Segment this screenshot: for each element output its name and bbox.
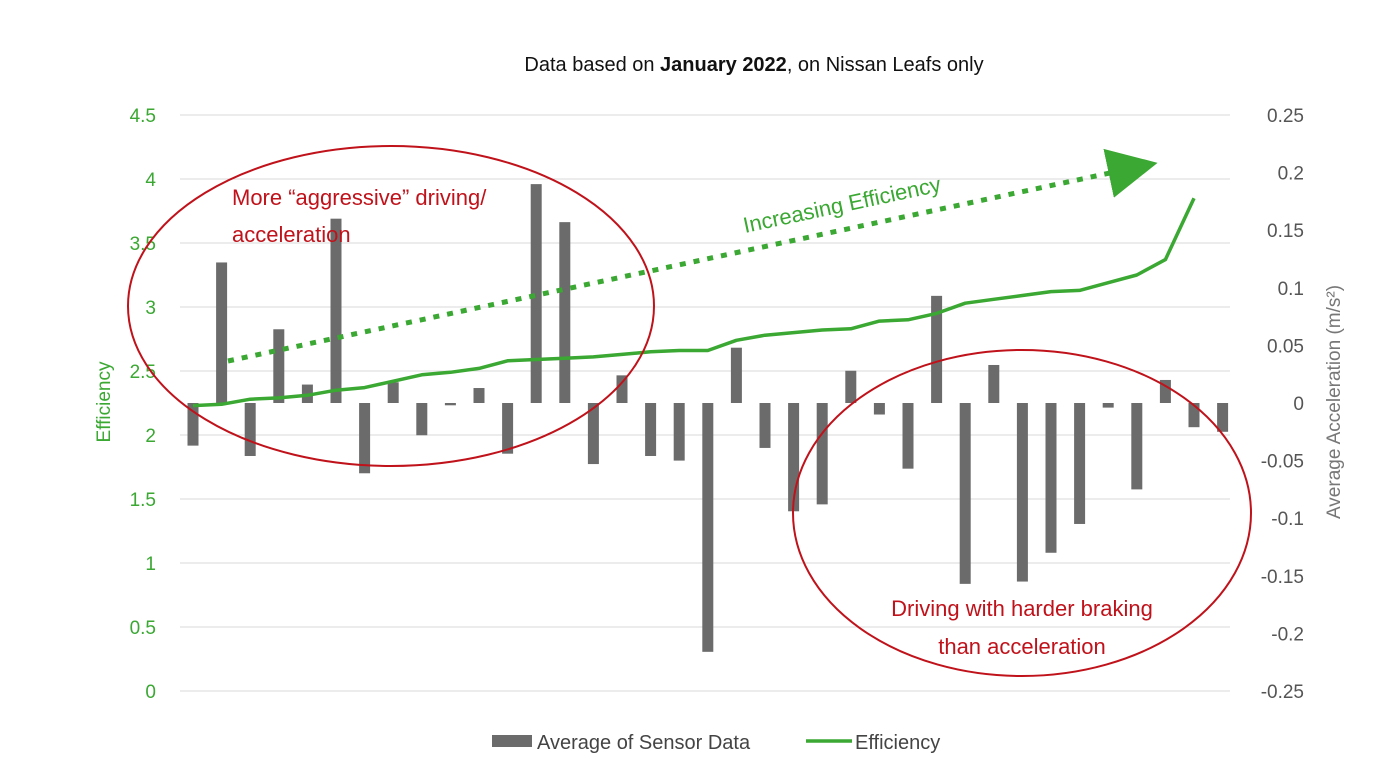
legend-label-line: Efficiency <box>855 732 940 754</box>
bar <box>1159 379 1171 403</box>
y-right-tick-label: 0 <box>1293 394 1304 415</box>
annotation-braking: Driving with harder braking than acceler… <box>792 349 1252 677</box>
bar <box>702 403 714 652</box>
y-left-tick-label: 1 <box>145 554 156 575</box>
y-left-tick-label: 2 <box>145 426 156 447</box>
y-right-tick-label: 0.25 <box>1267 106 1304 127</box>
braking-label-line2: than acceleration <box>938 634 1106 659</box>
bar <box>931 295 943 403</box>
bar <box>1131 403 1143 490</box>
bar <box>959 403 971 584</box>
bar <box>1016 403 1028 582</box>
y-axis-left-ticks: 0 0.5 1 1.5 2 2.5 3 3.5 4 4.5 <box>130 106 157 703</box>
chart-title: Data based on January 2022, on Nissan Le… <box>524 54 983 76</box>
y-left-tick-label: 3 <box>145 298 156 319</box>
chart-title-part-0: Data based on <box>524 54 660 76</box>
braking-label-line1: Driving with harder braking <box>891 596 1153 621</box>
y-right-tick-label: 0.15 <box>1267 221 1304 242</box>
y-left-tick-label: 4.5 <box>130 106 156 127</box>
bar <box>1217 403 1229 432</box>
bar <box>530 184 542 403</box>
bar <box>244 403 256 456</box>
bar <box>587 403 599 465</box>
bar <box>730 347 742 403</box>
bar <box>559 222 571 403</box>
bar-series <box>187 184 1229 652</box>
bar <box>1102 403 1114 408</box>
y-right-tick-label: -0.2 <box>1271 624 1304 645</box>
y-axis-right-ticks: -0.25 -0.2 -0.15 -0.1 -0.05 0 0.05 0.1 0.15 0.2 0.… <box>1261 106 1304 703</box>
bar <box>1045 403 1057 553</box>
bar <box>673 403 685 461</box>
bar <box>902 403 914 469</box>
bar <box>387 382 399 403</box>
y-right-tick-label: -0.25 <box>1261 682 1304 703</box>
bar <box>759 403 771 448</box>
bar <box>616 375 628 403</box>
efficiency-line <box>192 197 1196 408</box>
legend: Average of Sensor Data Efficiency <box>492 732 940 754</box>
y-left-tick-label: 3.5 <box>130 234 156 255</box>
y-right-tick-label: -0.15 <box>1261 567 1304 588</box>
bar <box>502 403 514 454</box>
y-axis-right-label: Average Acceleration (m/s²) <box>1324 285 1345 519</box>
bar <box>873 403 885 415</box>
increasing-arrow <box>227 148 1158 364</box>
bar <box>416 403 428 436</box>
y-right-tick-label: 0.05 <box>1267 336 1304 357</box>
aggressive-ellipse <box>127 145 655 467</box>
y-right-tick-label: 0.1 <box>1278 279 1304 300</box>
y-axis-left-label: Efficiency <box>94 361 115 442</box>
legend-swatch-bars <box>492 735 532 747</box>
aggressive-label-line2: acceleration <box>232 222 351 247</box>
bar <box>845 370 857 403</box>
y-right-tick-label: -0.05 <box>1261 452 1304 473</box>
y-left-tick-label: 1.5 <box>130 490 156 511</box>
y-right-tick-label: -0.1 <box>1271 509 1304 530</box>
bar <box>216 262 228 403</box>
bar <box>330 218 342 403</box>
increasing-label: Increasing Efficiency <box>741 172 943 238</box>
bar <box>187 403 199 446</box>
bar <box>359 403 371 474</box>
bar <box>473 388 485 403</box>
bar <box>273 329 285 403</box>
y-left-tick-label: 0 <box>145 682 156 703</box>
annotation-aggressive: More “aggressive” driving/ acceleration <box>127 145 655 467</box>
bar <box>645 403 657 456</box>
y-left-tick-label: 4 <box>145 170 156 191</box>
bar <box>816 403 828 505</box>
y-left-tick-label: 0.5 <box>130 618 156 639</box>
chart-title-part-1: January 2022 <box>660 54 787 76</box>
bar <box>988 364 1000 403</box>
bar <box>1188 403 1200 428</box>
legend-label-bars: Average of Sensor Data <box>537 732 751 754</box>
braking-ellipse <box>792 349 1252 677</box>
bar <box>1074 403 1086 524</box>
chart-title-part-2: , on Nissan Leafs only <box>787 54 984 76</box>
y-right-tick-label: 0.2 <box>1278 164 1304 185</box>
y-left-tick-label: 2.5 <box>130 362 156 383</box>
aggressive-label-line1: More “aggressive” driving/ <box>232 185 487 210</box>
bar <box>788 403 800 512</box>
bar <box>444 403 456 406</box>
